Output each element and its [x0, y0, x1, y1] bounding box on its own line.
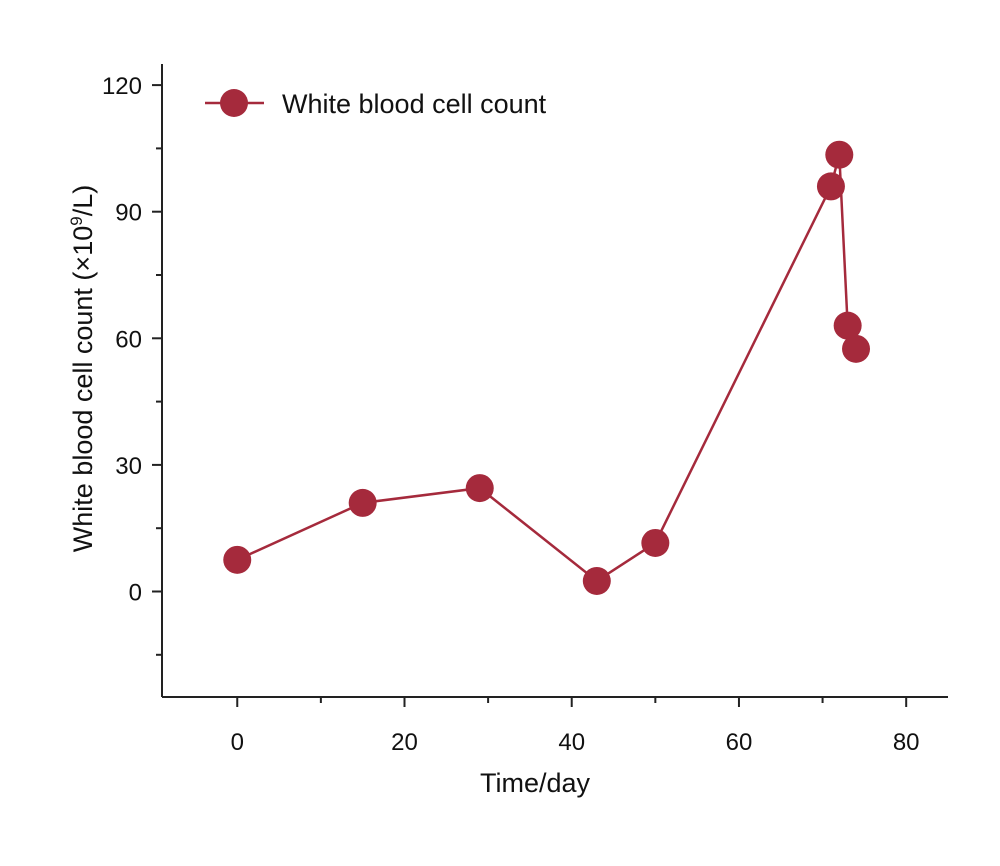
- data-point: [348, 488, 377, 517]
- data-point: [465, 474, 494, 503]
- data-point: [582, 566, 611, 595]
- y-axis-title-superscript: 9: [67, 216, 86, 225]
- legend: White blood cell count: [205, 89, 547, 119]
- y-axis-title: White blood cell count (×109/L): [67, 185, 98, 552]
- x-axis-ticks: 0 20 40 60 80: [231, 697, 920, 756]
- x-axis-title: Time/day: [480, 768, 591, 798]
- y-tick-label: 60: [115, 326, 142, 353]
- y-tick-label: 90: [115, 200, 142, 227]
- y-tick-label: 120: [102, 73, 142, 100]
- series-line: [236, 154, 858, 583]
- data-point: [825, 140, 854, 169]
- y-axis-title-main: White blood cell count (×10: [68, 226, 98, 552]
- y-tick-label: 30: [115, 453, 142, 480]
- data-point: [223, 545, 252, 574]
- data-point: [641, 528, 670, 557]
- data-point: [833, 311, 862, 340]
- data-point: [816, 172, 845, 201]
- y-axis-title-end: /L): [68, 185, 98, 217]
- y-tick-label: 0: [129, 580, 142, 607]
- x-tick-label: 0: [231, 729, 244, 756]
- y-axis-ticks: 0 30 60 90 120: [102, 73, 162, 656]
- x-tick-label: 60: [726, 729, 753, 756]
- x-tick-label: 80: [893, 729, 920, 756]
- x-tick-label: 20: [391, 729, 418, 756]
- data-point: [842, 334, 871, 363]
- legend-label: White blood cell count: [282, 89, 547, 119]
- series-layer: [223, 140, 871, 595]
- legend-marker-swatch: [220, 89, 248, 117]
- x-tick-label: 40: [558, 729, 585, 756]
